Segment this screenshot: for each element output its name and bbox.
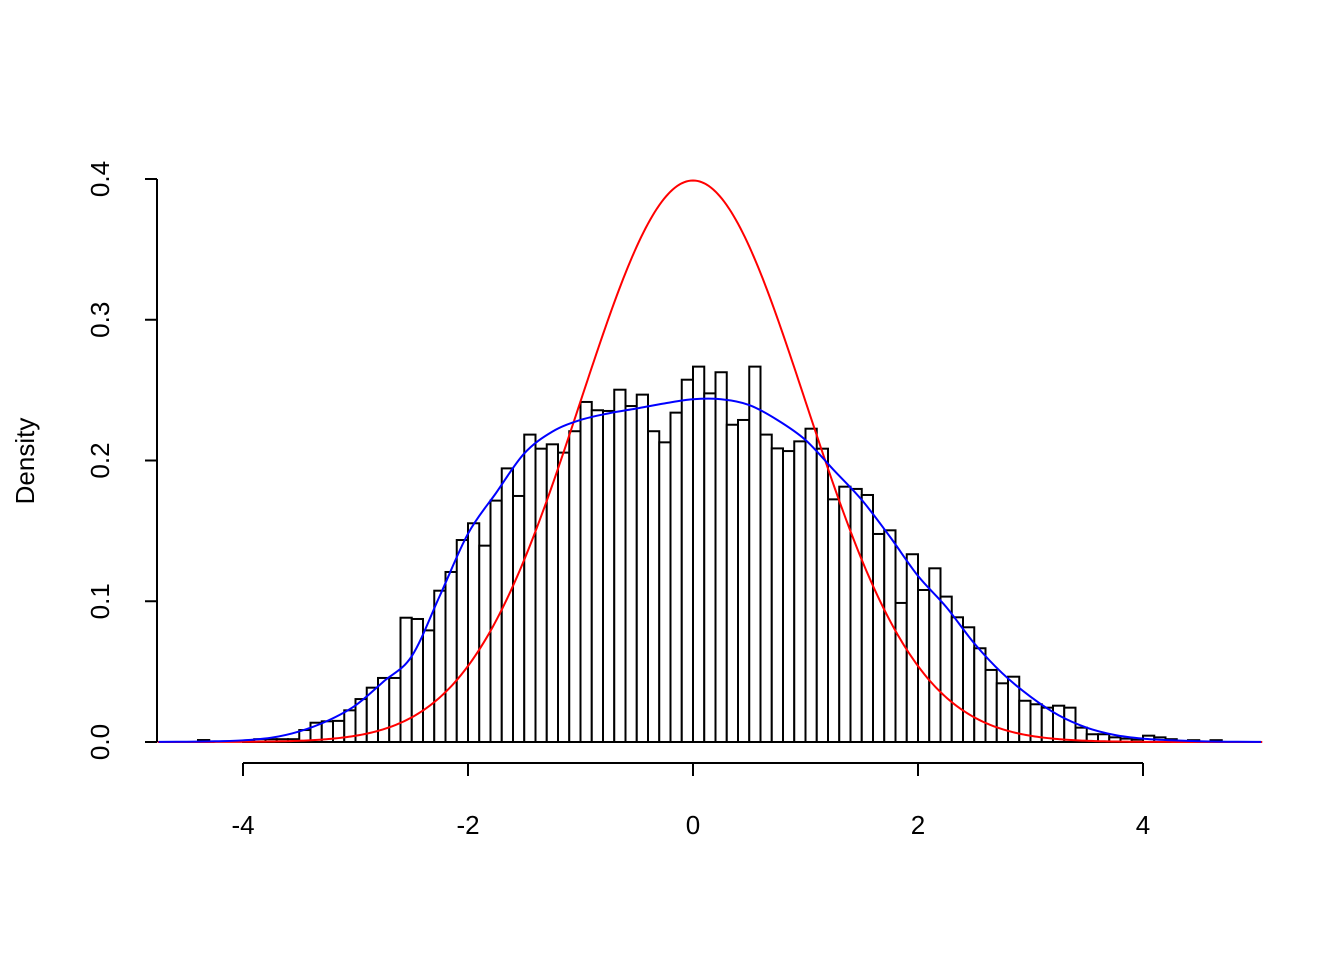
histogram-bar	[467, 522, 481, 743]
histogram-bar	[444, 570, 458, 743]
histogram-bar	[1052, 704, 1066, 744]
kernel-density-curve	[158, 397, 1262, 743]
histogram-bar	[770, 447, 784, 743]
histogram-bar	[568, 430, 582, 743]
histogram-bar	[782, 450, 796, 743]
histogram-bar	[590, 409, 604, 743]
histogram-bar	[647, 430, 661, 743]
histogram-bar	[917, 588, 931, 743]
histogram-bar	[714, 371, 728, 743]
y-tick-label: 0.3	[85, 302, 115, 338]
x-tick-label: 2	[911, 810, 925, 840]
histogram-bar	[635, 393, 649, 743]
histogram-bar	[973, 647, 987, 743]
histogram-bar	[950, 616, 964, 743]
x-axis: -4 -2 0 2 4	[231, 762, 1150, 840]
histogram-bar	[939, 595, 953, 743]
y-tick-label: 0.4	[85, 161, 115, 197]
histogram-bar	[995, 682, 1009, 743]
histogram-bar	[872, 532, 886, 743]
histogram-bar	[737, 418, 751, 743]
y-tick-label: 0.0	[85, 724, 115, 760]
histogram-bar	[388, 676, 402, 743]
histogram-bar	[804, 427, 818, 743]
x-tick-label: -4	[231, 810, 254, 840]
histogram-bar	[703, 392, 717, 743]
histogram-bars	[197, 365, 1223, 744]
histogram-bar	[557, 451, 571, 743]
histogram-bar	[680, 378, 694, 743]
histogram-bar	[534, 447, 548, 743]
y-axis-label: Density	[10, 418, 40, 505]
y-tick-label: 0.2	[85, 442, 115, 478]
histogram-bar	[692, 365, 706, 743]
histogram-bar	[433, 589, 447, 743]
histogram-bar	[399, 616, 413, 744]
histogram-bar	[478, 544, 492, 743]
histogram-bar	[613, 388, 627, 743]
x-tick-label: -2	[456, 810, 479, 840]
y-axis: 0.0 0.1 0.2 0.3 0.4	[85, 161, 158, 760]
histogram-bar	[1063, 706, 1077, 743]
x-tick-label: 0	[686, 810, 700, 840]
histogram-bar	[512, 494, 526, 743]
x-tick-label: 4	[1136, 810, 1150, 840]
histogram-bar	[658, 441, 672, 743]
histogram-bar	[725, 423, 739, 743]
histogram-bar	[545, 443, 559, 743]
histogram-bar	[422, 629, 436, 743]
histogram-bar	[602, 409, 616, 743]
histogram-bar	[377, 676, 391, 743]
histogram-bar	[883, 529, 897, 744]
histogram-bar	[759, 433, 773, 743]
histogram-bar	[624, 405, 638, 743]
histogram-bar	[962, 626, 976, 744]
histogram-bar	[827, 498, 841, 743]
histogram-bar	[523, 433, 537, 743]
histogram-bar	[669, 411, 683, 743]
histogram-bar	[905, 553, 919, 743]
histogram-bar	[984, 668, 998, 743]
histogram-bar	[894, 601, 908, 744]
normal-density-curve	[157, 179, 1263, 743]
histogram-bar	[579, 400, 593, 743]
histogram-bar	[860, 493, 874, 744]
histogram-bar	[748, 365, 762, 743]
histogram-bar	[455, 539, 469, 743]
histogram-bar	[849, 487, 863, 743]
histogram-bar	[793, 440, 807, 743]
histogram-bar	[815, 447, 829, 743]
y-tick-label: 0.1	[85, 583, 115, 619]
